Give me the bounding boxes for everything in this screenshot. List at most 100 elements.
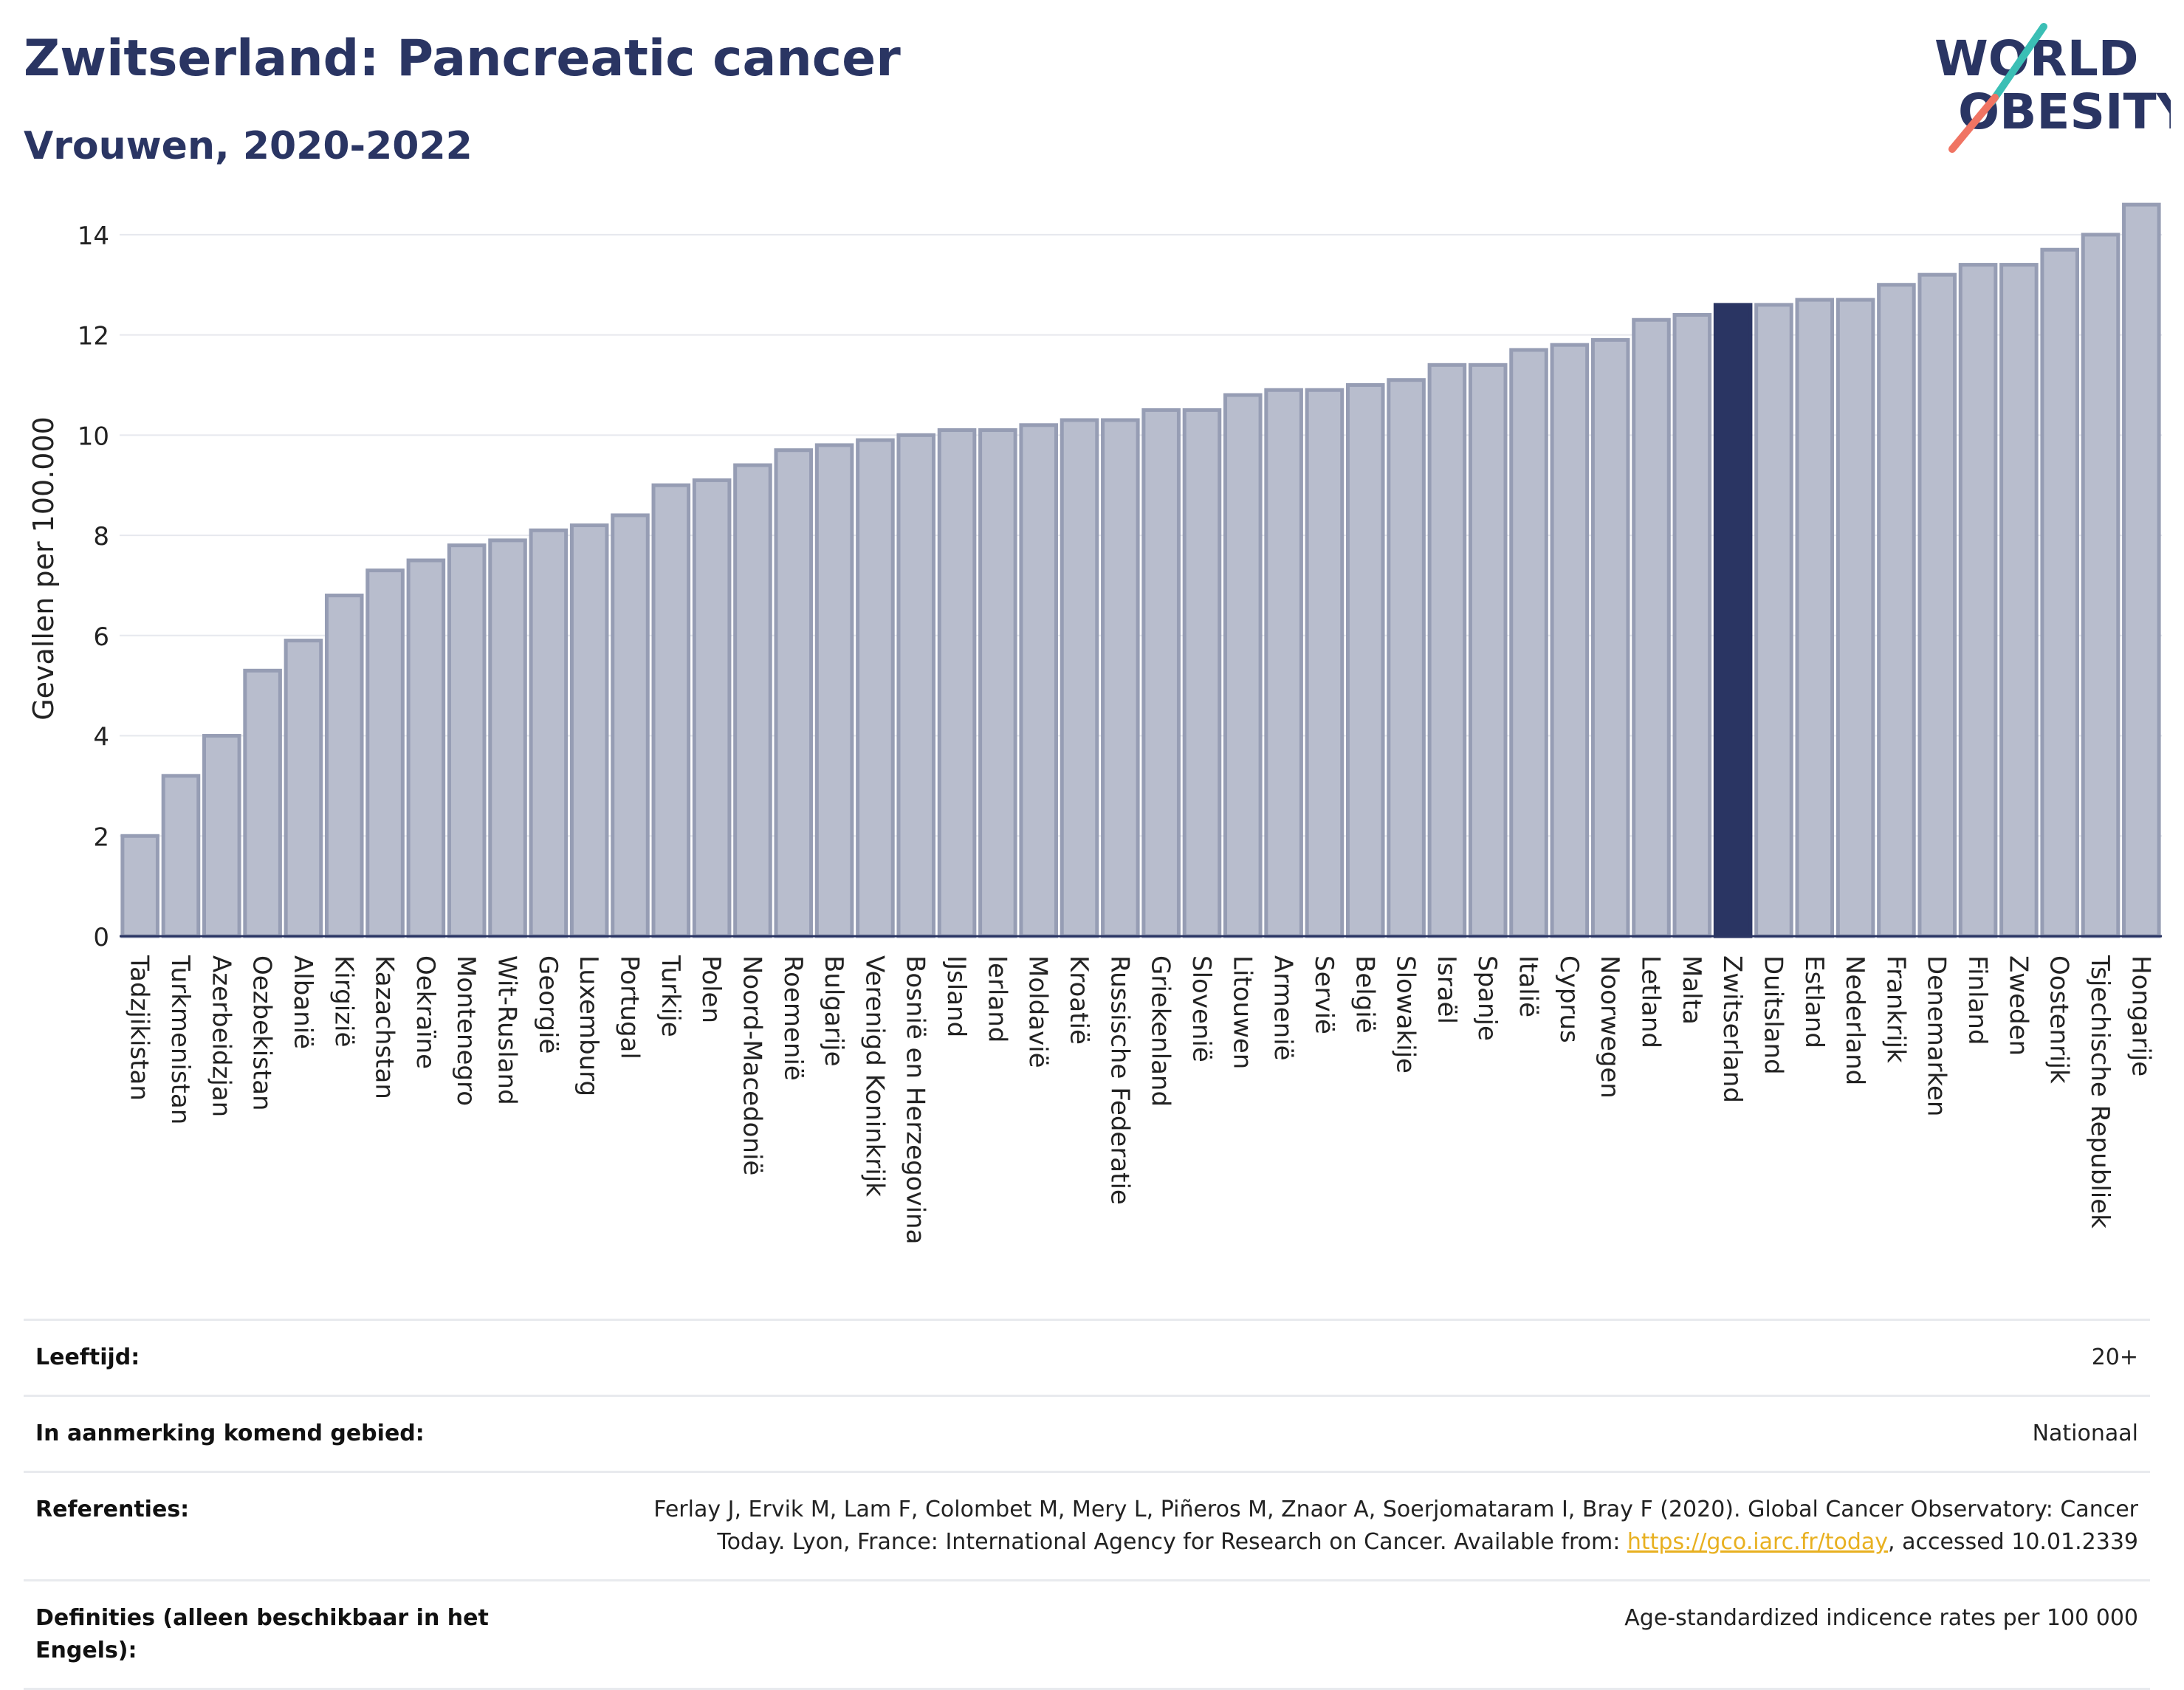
y-tick-label: 14	[78, 221, 109, 251]
x-tick-label: Griekenland	[1146, 955, 1175, 1107]
x-tick-label: Finland	[1962, 955, 1992, 1045]
bar	[1182, 408, 1222, 938]
bar	[1917, 272, 1957, 938]
x-tick-label: Armenië	[1268, 955, 1298, 1061]
bar	[569, 523, 609, 938]
x-tick-label: Ierland	[982, 955, 1012, 1042]
meta-row-references: Referenties: Ferlay J, Ervik M, Lam F, C…	[24, 1471, 2150, 1579]
bar-chart: 0 2 4 6 8 10 12 14 Tadzjikistan Turkmenistan Azer…	[27, 202, 2162, 1244]
references-link[interactable]: https://gco.iarc.fr/today	[1627, 1529, 1889, 1555]
x-tick-label: Italië	[1514, 955, 1543, 1017]
bar	[611, 513, 650, 938]
bar	[1387, 378, 1426, 938]
x-tick-label: Portugal	[615, 955, 645, 1059]
x-tick-label: Moldavië	[1023, 955, 1053, 1068]
x-tick-label: Montenegro	[451, 955, 481, 1106]
bar	[120, 834, 159, 938]
bar	[161, 774, 201, 938]
x-tick-label: Kirgizië	[329, 955, 358, 1047]
references-value: Ferlay J, Ervik M, Lam F, Colombet M, Me…	[588, 1494, 2138, 1559]
x-tick-label: Polen	[696, 955, 726, 1023]
x-tick-label: Hongarije	[2126, 955, 2155, 1076]
bar	[1060, 418, 1099, 938]
bar	[774, 448, 814, 938]
y-tick-label: 12	[78, 322, 109, 351]
bar	[2040, 247, 2079, 938]
x-tick-label: Bulgarije	[819, 955, 848, 1067]
x-tick-label: Kazachstan	[370, 955, 399, 1099]
logo-slash-teal	[1988, 23, 2047, 106]
x-tick-label: Servië	[1309, 955, 1339, 1034]
x-tick-label: Wit-Rusland	[492, 955, 522, 1105]
logo-slash-coral	[1948, 94, 1999, 153]
logo-line-2: OBESITY	[1958, 83, 2171, 140]
x-tick-label: België	[1350, 955, 1379, 1034]
x-tick-label: Spanje	[1472, 955, 1502, 1041]
area-value: Nationaal	[2032, 1421, 2138, 1446]
bar	[1101, 418, 1140, 938]
x-tick-label: Zwitserland	[1717, 955, 1747, 1103]
x-tick-label: Tadzjikistan	[125, 955, 154, 1101]
bar	[365, 569, 405, 938]
x-tick-label: Azerbeidzjan	[206, 955, 236, 1117]
bar-highlight	[1713, 303, 1753, 938]
x-tick-label: Letland	[1636, 955, 1666, 1048]
bar	[202, 734, 241, 938]
bar	[1141, 408, 1181, 938]
x-tick-label: IJsland	[941, 955, 971, 1037]
bar	[814, 443, 854, 938]
x-tick-label: Bosnië en Herzegovina	[901, 955, 930, 1244]
x-tick-label: Oezbekistan	[247, 955, 277, 1111]
bar	[1877, 283, 1916, 938]
bar	[1264, 388, 1303, 938]
x-tick-label: Noord-Macedonië	[737, 955, 766, 1175]
bar	[856, 438, 895, 938]
x-tick-label: Russische Federatie	[1105, 955, 1134, 1205]
x-tick-label: Oostenrijk	[2044, 955, 2074, 1084]
x-tick-label: Oekraïne	[411, 955, 440, 1069]
y-axis-label: Gevallen per 100.000	[27, 416, 60, 721]
x-tick-label: Frankrijk	[1881, 955, 1910, 1063]
bar	[733, 463, 772, 938]
bar	[1468, 363, 1508, 938]
x-tick-label: Denemarken	[1922, 955, 1951, 1116]
bar	[1958, 263, 1998, 938]
y-tick-label: 0	[93, 923, 109, 952]
x-axis-labels: Tadzjikistan Turkmenistan Azerbeidzjan Oezb…	[125, 955, 2156, 1244]
bar	[1427, 363, 1467, 938]
bar	[1632, 317, 1671, 938]
x-tick-label: Noorwegen	[1595, 955, 1624, 1099]
x-tick-label: Cyprus	[1554, 955, 1584, 1043]
bar	[324, 594, 364, 938]
x-tick-label: Nederland	[1840, 955, 1869, 1085]
age-label: Leeftijd:	[35, 1344, 140, 1370]
bar	[1999, 263, 2039, 938]
bar	[406, 558, 446, 938]
x-tick-label: Slovenië	[1187, 955, 1216, 1062]
bar	[447, 543, 487, 938]
x-tick-label: Roemenië	[778, 955, 808, 1081]
bar	[978, 428, 1017, 938]
bar	[651, 483, 691, 938]
x-tick-label: Verenigd Koninkrijk	[859, 955, 889, 1197]
y-tick-label: 6	[93, 622, 109, 652]
bar	[284, 639, 323, 938]
bar	[1795, 298, 1835, 938]
x-tick-label: Israël	[1432, 955, 1461, 1024]
bar	[243, 668, 282, 938]
x-tick-label: Estland	[1799, 955, 1829, 1048]
references-text-1: Ferlay J, Ervik M, Lam F, Colombet M, Me…	[653, 1497, 2138, 1555]
x-tick-label: Zweden	[2003, 955, 2033, 1056]
bar	[529, 528, 569, 938]
bar	[2081, 233, 2121, 938]
definitions-value: Age-standardized indicence rates per 100…	[1624, 1605, 2138, 1631]
bar	[896, 433, 936, 938]
y-axis-ticks: 0 2 4 6 8 10 12 14	[78, 221, 109, 952]
x-tick-label: Duitsland	[1758, 955, 1788, 1075]
bar	[488, 538, 527, 938]
metadata-table: Leeftijd: 20+ In aanmerking komend gebie…	[24, 1319, 2150, 1690]
x-tick-label: Tsjechische Republiek	[2085, 955, 2115, 1229]
bar	[2122, 202, 2161, 938]
bar	[1672, 312, 1712, 938]
x-tick-label: Albanië	[288, 955, 317, 1049]
